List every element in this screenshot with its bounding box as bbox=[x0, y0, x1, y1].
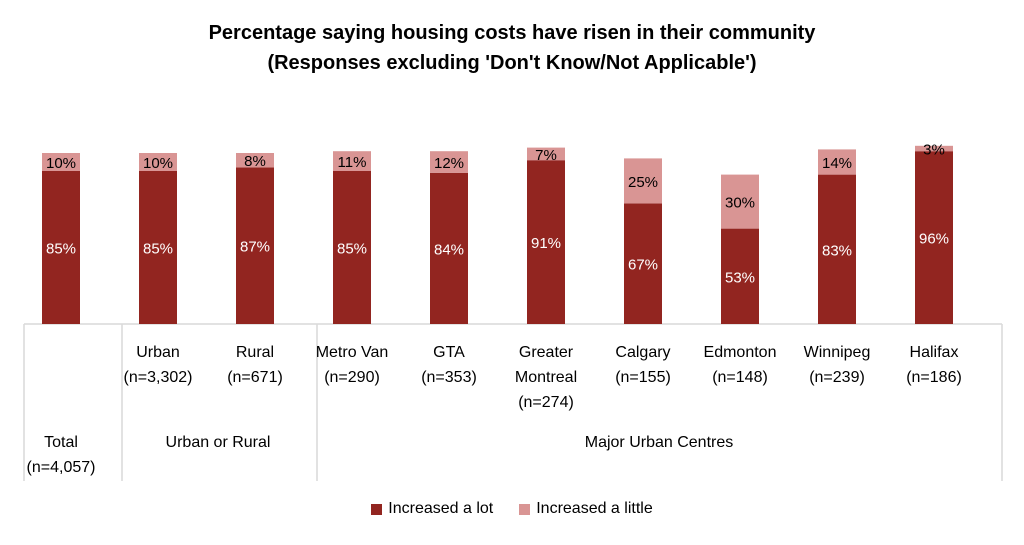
bar-lot-0 bbox=[42, 171, 80, 324]
category-label-9: Halifax bbox=[910, 344, 959, 361]
category-n-5: (n=274) bbox=[518, 394, 574, 411]
data-label-lot-4: 84% bbox=[434, 241, 464, 258]
data-label-little-6: 25% bbox=[628, 174, 658, 191]
category-label-2: Rural bbox=[236, 344, 274, 361]
bar-little-8 bbox=[818, 149, 856, 175]
group-label-major-urban-centres: Major Urban Centres bbox=[585, 434, 734, 451]
bar-lot-9 bbox=[915, 151, 953, 324]
category-label-5: Greater bbox=[519, 344, 574, 361]
bar-little-9 bbox=[915, 145, 953, 152]
bar-little-6 bbox=[624, 158, 662, 204]
category-label-8: Winnipeg bbox=[804, 344, 871, 361]
bar-lot-7 bbox=[721, 228, 759, 324]
data-label-little-0: 10% bbox=[46, 155, 76, 172]
category-label-5-1: Montreal bbox=[515, 369, 577, 386]
legend-item-increased-a-little: Increased a little bbox=[519, 500, 653, 518]
chart-subtitle: (Responses excluding 'Don't Know/Not App… bbox=[267, 52, 757, 74]
category-label-0: Total bbox=[44, 434, 78, 451]
bar-lot-8 bbox=[818, 174, 856, 324]
data-label-little-9: 3% bbox=[923, 142, 945, 159]
data-label-lot-3: 85% bbox=[337, 241, 367, 258]
legend-swatch-increased-a-little bbox=[519, 503, 531, 515]
data-label-little-8: 14% bbox=[822, 155, 852, 172]
data-label-lot-2: 87% bbox=[240, 239, 270, 256]
chart-title: Percentage saying housing costs have ris… bbox=[0, 18, 1024, 78]
category-label-6: Calgary bbox=[615, 344, 670, 361]
data-label-lot-7: 53% bbox=[725, 269, 755, 286]
bar-lot-4 bbox=[430, 172, 468, 324]
group-label-urban-or-rural: Urban or Rural bbox=[166, 434, 271, 451]
data-label-little-5: 7% bbox=[535, 147, 557, 164]
bar-little-5 bbox=[527, 147, 565, 161]
bar-little-4 bbox=[430, 151, 468, 173]
category-label-1: Urban bbox=[136, 344, 180, 361]
legend-swatch-increased-a-lot bbox=[371, 503, 383, 515]
bar-lot-1 bbox=[139, 171, 177, 324]
bar-little-0 bbox=[42, 153, 80, 171]
bar-lot-3 bbox=[333, 171, 371, 324]
legend: Increased a lot Increased a little bbox=[0, 500, 1024, 518]
data-label-little-1: 10% bbox=[143, 155, 173, 172]
category-n-3: (n=290) bbox=[324, 369, 380, 386]
category-label-7: Edmonton bbox=[704, 344, 777, 361]
data-label-little-2: 8% bbox=[244, 153, 266, 170]
data-label-lot-6: 67% bbox=[628, 257, 658, 274]
category-n-7: (n=148) bbox=[712, 369, 768, 386]
bar-lot-6 bbox=[624, 203, 662, 324]
category-n-9: (n=186) bbox=[906, 369, 962, 386]
bar-lot-2 bbox=[236, 167, 274, 324]
data-label-lot-9: 96% bbox=[919, 231, 949, 248]
legend-label-increased-a-little: Increased a little bbox=[536, 500, 653, 517]
category-n-0: (n=4,057) bbox=[27, 459, 96, 476]
data-label-little-4: 12% bbox=[434, 155, 464, 172]
bar-little-2 bbox=[236, 153, 274, 168]
data-label-lot-1: 85% bbox=[143, 241, 173, 258]
bar-little-7 bbox=[721, 174, 759, 229]
data-label-lot-8: 83% bbox=[822, 242, 852, 259]
data-label-lot-5: 91% bbox=[531, 235, 561, 252]
data-label-little-3: 11% bbox=[338, 154, 367, 171]
category-n-8: (n=239) bbox=[809, 369, 865, 386]
bar-little-1 bbox=[139, 153, 177, 171]
category-n-1: (n=3,302) bbox=[124, 369, 193, 386]
chart-title-line1: Percentage saying housing costs have ris… bbox=[208, 22, 816, 44]
category-label-4: GTA bbox=[433, 344, 465, 361]
category-n-6: (n=155) bbox=[615, 369, 671, 386]
data-label-little-7: 30% bbox=[725, 195, 755, 212]
bar-lot-5 bbox=[527, 160, 565, 324]
legend-label-increased-a-lot: Increased a lot bbox=[388, 500, 494, 517]
bar-little-3 bbox=[333, 151, 371, 171]
data-label-lot-0: 85% bbox=[46, 241, 76, 258]
legend-item-increased-a-lot: Increased a lot bbox=[371, 500, 493, 518]
category-label-3: Metro Van bbox=[316, 344, 389, 361]
category-n-4: (n=353) bbox=[421, 369, 477, 386]
category-n-2: (n=671) bbox=[227, 369, 283, 386]
